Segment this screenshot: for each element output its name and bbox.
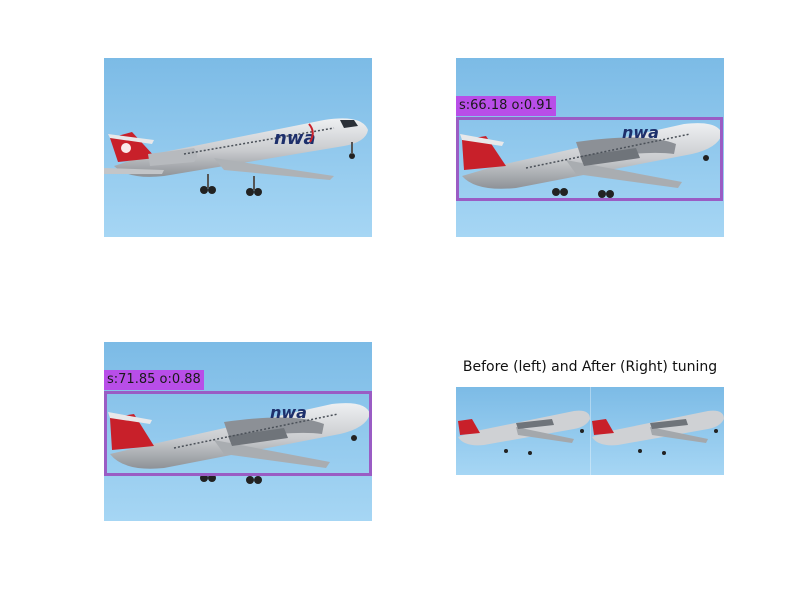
comparison-photo-strip	[456, 387, 724, 475]
nwa-logo-text: nwa	[270, 403, 307, 422]
nwa-logo-text: nwa	[622, 123, 659, 142]
detection-bounding-box	[104, 391, 372, 476]
nwa-logo-text: nwa	[274, 128, 316, 149]
detection-after-panel: nwa s:71.85 o:0.88	[104, 342, 372, 521]
comparison-panel	[456, 387, 724, 475]
detection-before-panel: nwa s:66.18 o:0.91	[456, 58, 724, 237]
detection-score-label: s:66.18 o:0.91	[456, 96, 556, 116]
original-image-panel: nwa	[104, 58, 372, 237]
airplane-photo-stretched: nwa	[456, 58, 724, 237]
airplane-after-thumbnail	[592, 410, 724, 455]
comparison-caption: Before (left) and After (Right) tuning	[462, 359, 718, 375]
detection-bounding-box	[456, 117, 723, 201]
airplane-before-thumbnail	[458, 410, 590, 455]
detection-score-label: s:71.85 o:0.88	[104, 370, 204, 390]
airplane-photo: nwa	[104, 58, 372, 237]
